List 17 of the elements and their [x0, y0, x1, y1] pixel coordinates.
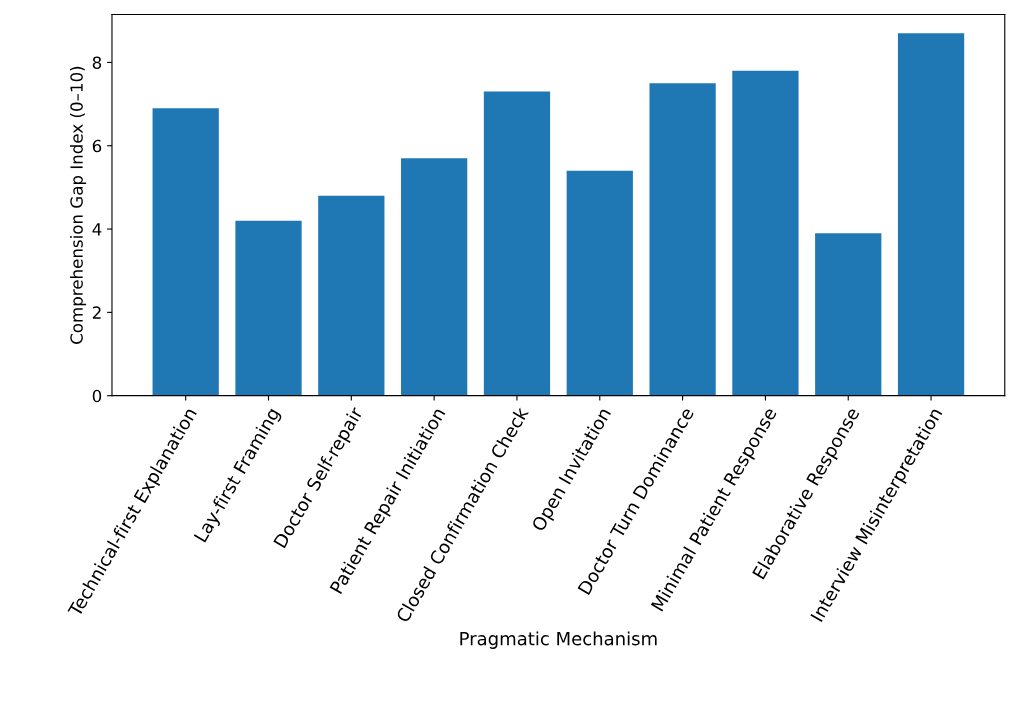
y-tick-label: 2 — [92, 306, 101, 319]
bar — [566, 170, 633, 396]
bar — [318, 195, 385, 396]
bar — [235, 220, 302, 396]
bar — [732, 70, 799, 396]
y-tick-label: 6 — [92, 139, 102, 153]
y-tick-label: 8 — [92, 56, 102, 69]
y-tick-label: 0 — [92, 389, 102, 403]
bar — [401, 158, 468, 396]
y-axis-title: Comprehension Gap Index (0–10) — [69, 66, 87, 344]
bar — [152, 108, 219, 396]
bar — [483, 91, 551, 396]
bar — [897, 33, 965, 396]
bar — [649, 83, 716, 396]
bar — [815, 233, 882, 396]
y-tick-label: 4 — [92, 223, 102, 236]
x-axis-title: Pragmatic Mechanism — [460, 631, 657, 649]
